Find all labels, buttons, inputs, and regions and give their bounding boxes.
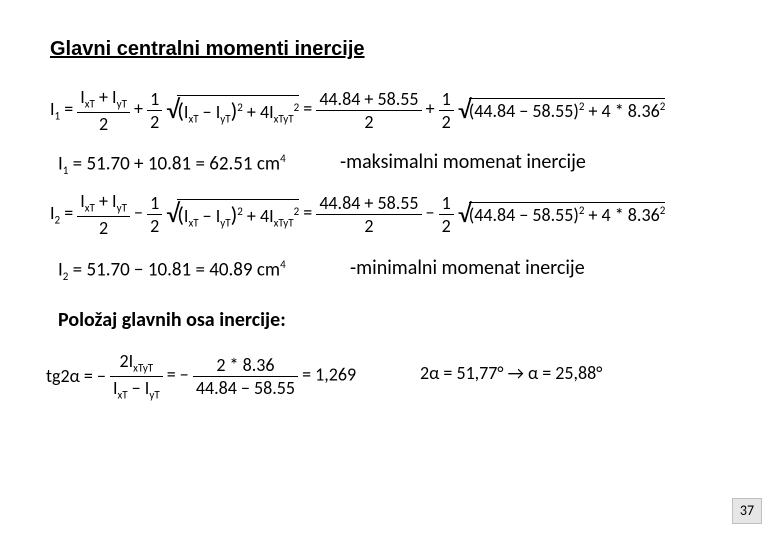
- equation-i1-long: I1 = IxT + IyT 2 + 1 2 √ (IxT − IyT)2 + …: [50, 88, 665, 133]
- page-number: 37: [732, 498, 762, 524]
- equation-i2-result: I2 = 51.70 − 10.81 = 40.89 cm4: [58, 258, 286, 283]
- equation-alpha-result: 2α = 51,77° → α = 25,88°: [420, 362, 602, 384]
- page-title: Glavni centralni momenti inercije: [50, 38, 365, 61]
- label-max-moment: -maksimalni momenat inercije: [340, 150, 586, 174]
- label-min-moment: -minimalni momenat inercije: [350, 256, 585, 280]
- equation-i2-long: I2 = IxT + IyT 2 − 1 2 √ (IxT − IyT)2 + …: [50, 192, 665, 237]
- equation-tg2alpha: tg2α = − 2IxTyT IxT − IyT = − 2 * 8.36 4…: [46, 352, 356, 400]
- subheading-axis-position: Položaj glavnih osa inercije:: [58, 308, 286, 332]
- equation-i1-result: I1 = 51.70 + 10.81 = 62.51 cm4: [58, 152, 286, 177]
